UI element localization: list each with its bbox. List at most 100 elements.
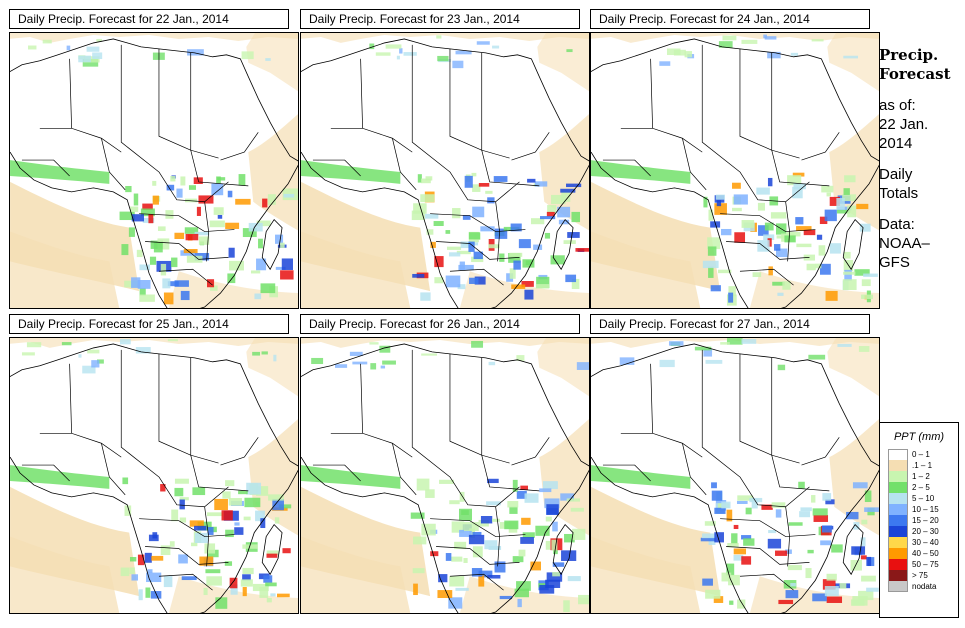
precip-cell xyxy=(139,264,150,271)
precip-cell xyxy=(420,194,435,203)
precip-cell xyxy=(191,542,198,547)
precip-cell xyxy=(242,586,247,597)
precip-cell xyxy=(468,241,475,252)
precip-cell xyxy=(375,52,391,56)
precip-cell xyxy=(157,226,166,231)
country-border xyxy=(495,506,500,567)
precip-cell xyxy=(535,284,550,289)
precip-cell xyxy=(813,515,829,522)
dry-band xyxy=(168,271,298,308)
precip-cell xyxy=(230,584,238,595)
precip-cell xyxy=(567,232,580,238)
precip-cell xyxy=(718,269,732,274)
africa-map-graphic xyxy=(301,33,589,308)
country-border xyxy=(739,48,772,151)
precip-cell xyxy=(861,575,876,582)
precip-cell xyxy=(82,59,99,67)
country-border xyxy=(120,349,160,478)
africa-map-graphic xyxy=(591,33,879,308)
precip-cell xyxy=(417,174,422,183)
precip-cell xyxy=(174,478,189,484)
precip-cell xyxy=(463,558,468,563)
dry-band xyxy=(301,231,411,308)
country-border xyxy=(682,138,707,191)
country-border xyxy=(411,44,451,173)
precip-cell xyxy=(557,206,571,218)
precip-cell xyxy=(819,263,831,275)
precip-cell xyxy=(78,55,91,63)
precip-cell xyxy=(430,551,439,557)
country-border xyxy=(69,58,122,153)
precip-cell xyxy=(527,178,536,183)
precip-cell xyxy=(420,292,431,301)
country-border xyxy=(430,518,526,537)
precip-cell xyxy=(92,52,103,60)
precip-cell xyxy=(187,49,204,56)
country-border xyxy=(771,52,800,159)
precip-cell xyxy=(578,594,589,605)
precip-cell xyxy=(566,49,573,53)
country-border xyxy=(726,546,810,565)
precip-cell xyxy=(854,269,870,276)
precip-cell xyxy=(438,574,448,583)
precip-cell xyxy=(234,522,240,526)
precip-cell xyxy=(261,351,268,355)
precip-cell xyxy=(83,56,100,63)
precip-cell xyxy=(714,532,724,543)
precip-cell xyxy=(471,568,483,577)
panel-title: Daily Precip. Forecast for 24 Jan., 2014 xyxy=(590,9,870,29)
coastline xyxy=(10,343,298,613)
precip-cell xyxy=(424,213,439,219)
precip-cell xyxy=(509,252,523,257)
precip-cell xyxy=(768,266,773,276)
info-daily: Daily xyxy=(879,166,913,183)
precip-cell xyxy=(836,198,845,210)
precip-cell xyxy=(119,211,135,221)
precip-cell xyxy=(767,538,782,549)
precip-cell xyxy=(821,525,832,533)
country-border xyxy=(511,437,550,466)
forecast-panel-26-jan: Daily Precip. Forecast for 26 Jan., 2014 xyxy=(300,314,590,614)
precip-cell xyxy=(563,600,570,613)
precip-map xyxy=(590,32,880,309)
precip-cell xyxy=(846,511,859,520)
country-border xyxy=(190,455,249,492)
precip-cell xyxy=(458,508,473,521)
precip-cell xyxy=(493,176,508,182)
country-border xyxy=(449,171,520,203)
precip-cell xyxy=(206,576,222,586)
precip-cell xyxy=(844,251,851,259)
country-border xyxy=(771,455,830,492)
precip-cell xyxy=(487,478,499,484)
precip-cell xyxy=(153,242,163,253)
precip-cell xyxy=(494,561,506,573)
legend-label: 5 – 10 xyxy=(912,494,935,503)
precip-cell xyxy=(268,494,284,501)
precip-cell xyxy=(420,178,431,184)
precip-cell xyxy=(546,211,555,217)
precip-cell xyxy=(488,361,496,366)
precip-cell xyxy=(811,39,824,42)
precip-cell xyxy=(792,172,805,177)
precip-cell xyxy=(189,520,204,527)
precip-cell xyxy=(856,203,869,210)
precip-cell xyxy=(229,577,238,589)
precip-cell xyxy=(311,357,324,365)
precip-cell xyxy=(469,528,476,538)
precip-cell xyxy=(544,232,551,239)
precip-cell xyxy=(507,501,519,508)
legend-label: 10 – 15 xyxy=(912,505,939,514)
legend-label: .1 – 1 xyxy=(912,461,933,470)
precip-cell xyxy=(448,597,463,609)
precip-cell xyxy=(775,550,788,556)
precip-cell xyxy=(213,207,224,215)
rain-band xyxy=(10,465,110,489)
country-border xyxy=(449,353,482,456)
precip-cell xyxy=(506,273,514,282)
precip-cell xyxy=(851,546,866,555)
country-border xyxy=(771,357,800,464)
precip-cell xyxy=(184,227,199,234)
precip-cell xyxy=(140,208,155,217)
precip-cell xyxy=(473,251,483,260)
country-border xyxy=(511,132,550,161)
